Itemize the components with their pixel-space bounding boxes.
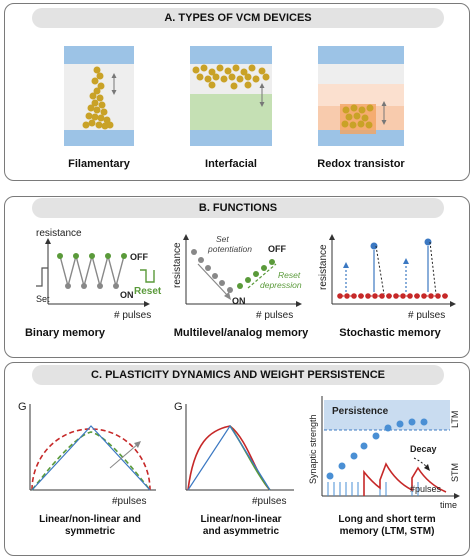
multilevel-set-label: Set [216,234,229,244]
memory-ltm-label: LTM [450,411,460,428]
symmetric-caption-line2: symmetric [64,526,116,537]
memory-stm-label: STM [450,463,460,482]
binary-set-label: Set [36,294,50,304]
asymmetric-caption-line2: and asymmetric [202,526,280,537]
symmetric-caption: Linear/non-linear and symmetric [20,514,160,538]
interfacial-label: Interfacial [205,158,257,170]
asymmetric-caption: Linear/non-linear and asymmetric [176,514,306,538]
symmetric-xlabel: #pulses [112,496,146,507]
multilevel-reset-label: Reset [278,270,301,280]
multilevel-on-label: ON [232,296,246,306]
memory-time-label: time [440,500,457,510]
memory-caption-line2: memory (LTM, STM) [339,526,435,537]
multilevel-xlabel: # pulses [256,310,293,321]
binary-ylabel: resistance [36,228,82,239]
memory-xlabel: #pulses [410,484,442,494]
memory-persistence-label: Persistence [332,406,389,417]
asymmetric-xlabel: #pulses [252,496,286,507]
stochastic-ylabel: resistance [318,244,329,290]
interfacial-device [190,46,272,146]
symmetric-plot: G #pulses [18,401,156,507]
asymmetric-caption-line1: Linear/non-linear [200,514,282,525]
symmetric-caption-line1: Linear/non-linear and [39,514,141,525]
multilevel-potentiation-label: potentiation [207,244,252,254]
stochastic-memory-caption: Stochastic memory [339,327,441,339]
multilevel-ylabel: resistance [172,242,183,288]
binary-memory-caption: Binary memory [24,327,106,339]
binary-on-label: ON [120,290,134,300]
multilevel-off-label: OFF [268,244,286,254]
stochastic-xlabel: # pulses [408,310,445,321]
binary-reset-label: Reset [134,286,162,297]
stochastic-memory-plot: resistance # pulses [318,234,456,321]
memory-persistence-plot: Synaptic strength Persistence LTM STM De… [308,396,460,510]
multilevel-depression-label: depression [260,280,302,290]
panel-types-title: A. TYPES OF VCM DEVICES [32,8,444,28]
filamentary-label: Filamentary [68,158,130,170]
panel-plasticity [4,362,470,556]
panel-plasticity-title: C. PLASTICITY DYNAMICS AND WEIGHT PERSIS… [32,365,444,385]
asymmetric-ylabel: G [174,401,183,413]
redox-transistor-device [318,46,404,146]
memory-caption: Long and short term memory (LTM, STM) [312,514,462,538]
multilevel-memory-caption: Multilevel/analog memory [173,327,309,339]
memory-decay-label: Decay [410,444,437,454]
asymmetric-plot: G #pulses [174,401,294,507]
symmetric-ylabel: G [18,401,27,413]
binary-xlabel: # pulses [114,310,151,321]
binary-off-label: OFF [130,252,148,262]
filamentary-device [64,46,134,146]
redox-transistor-label: Redox transistor [317,158,405,170]
panel-functions-title: B. FUNCTIONS [32,198,444,218]
memory-caption-line1: Long and short term [338,514,436,525]
memory-ylabel: Synaptic strength [308,414,318,484]
multilevel-memory-plot: resistance Set potentiation ON OFF Reset… [172,234,302,321]
binary-memory-plot: resistance OFF ON Set Reset # pulses [36,228,162,321]
